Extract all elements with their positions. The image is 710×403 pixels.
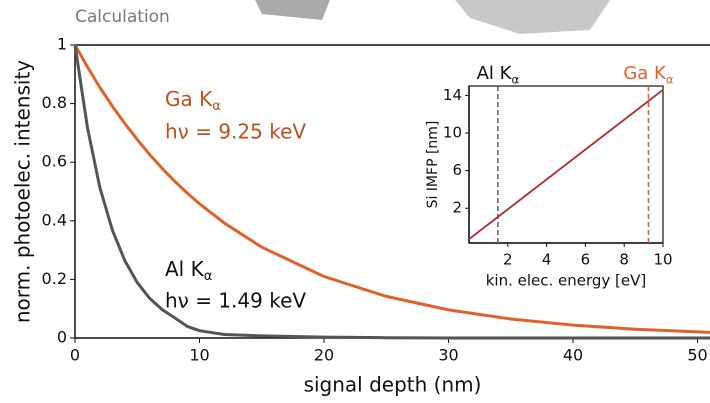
y-tick-label: 0.2 bbox=[42, 269, 67, 288]
vline-label-main: Ga K bbox=[623, 63, 667, 84]
annotation-main: Al K bbox=[165, 257, 205, 281]
x-tick-label: 30 bbox=[438, 346, 458, 365]
x-tick-label: 2 bbox=[503, 251, 513, 269]
y-tick-label: 0.4 bbox=[42, 210, 67, 229]
x-tick-label: 6 bbox=[581, 251, 591, 269]
y-tick-label: 2 bbox=[452, 199, 462, 217]
vline-label-sub: α bbox=[511, 72, 519, 86]
series-line bbox=[73, 44, 710, 340]
annotation: hν = 9.25 keV bbox=[165, 120, 306, 144]
annotation-main: Ga K bbox=[165, 87, 213, 111]
photo-fragment bbox=[255, 0, 330, 20]
y-tick-label: 0 bbox=[57, 328, 67, 347]
y-tick-label: 14 bbox=[443, 86, 462, 104]
x-tick-label: 4 bbox=[542, 251, 552, 269]
x-tick-label: 10 bbox=[189, 346, 209, 365]
annotation: Ga Kα bbox=[165, 87, 221, 114]
annotation: Al Kα bbox=[165, 257, 212, 284]
x-axis-label: kin. elec. energy [eV] bbox=[486, 272, 647, 290]
x-tick-label: 10 bbox=[653, 251, 672, 269]
header: Calculation bbox=[75, 7, 170, 27]
series-line bbox=[73, 44, 710, 334]
vline-label: Ga Kα bbox=[623, 63, 674, 86]
vline-label: Al Kα bbox=[477, 63, 520, 86]
x-tick-label: 50 bbox=[687, 346, 707, 365]
vline-label-sub: α bbox=[666, 72, 674, 86]
y-tick-label: 0.6 bbox=[42, 152, 67, 171]
y-tick-label: 1 bbox=[57, 35, 67, 54]
series-line bbox=[468, 89, 664, 240]
y-tick-label: 0.8 bbox=[42, 93, 67, 112]
x-axis-label: signal depth (nm) bbox=[304, 373, 482, 397]
y-axis-label: norm. photoelec. intensity bbox=[11, 60, 35, 323]
y-axis-label: Si IMFP [nm] bbox=[425, 121, 441, 209]
annotation-sub: α bbox=[204, 269, 213, 284]
x-tick-label: 40 bbox=[563, 346, 583, 365]
x-tick-label: 20 bbox=[314, 346, 334, 365]
x-tick-label: 8 bbox=[619, 251, 629, 269]
annotation: hν = 1.49 keV bbox=[165, 289, 306, 313]
y-tick-label: 6 bbox=[452, 161, 462, 179]
y-tick-label: 10 bbox=[443, 124, 462, 142]
vline-label-main: Al K bbox=[477, 63, 513, 84]
x-tick-label: 0 bbox=[70, 346, 80, 365]
photo-fragment bbox=[455, 0, 610, 34]
annotation-sub: α bbox=[212, 99, 221, 114]
